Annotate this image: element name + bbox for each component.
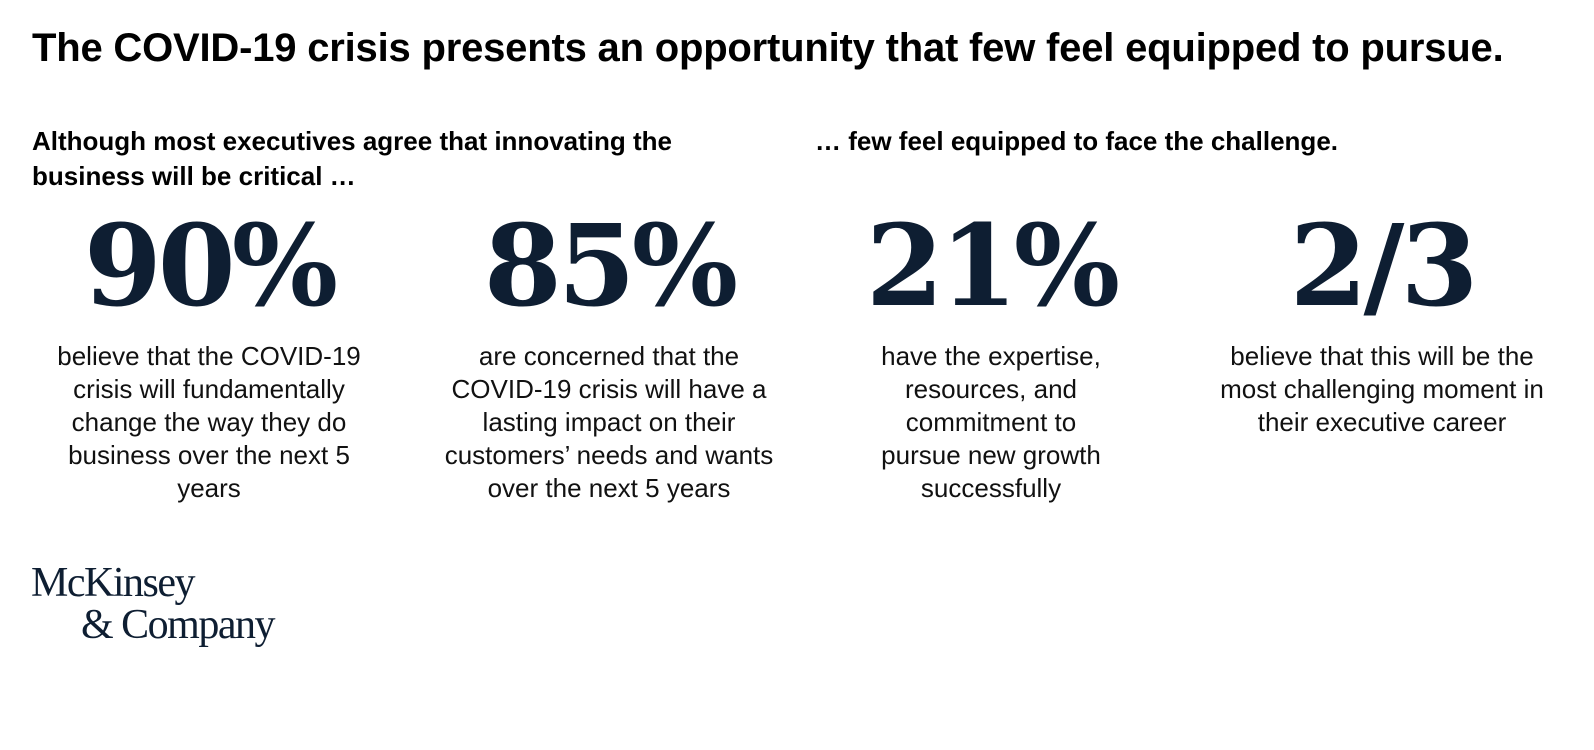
stat-description: believe that this will be the most chall… [1220,341,1544,437]
stat-block-4: 2/3 believe that this will be the most c… [1202,208,1562,439]
section-heading-right: … few feel equipped to face the challeng… [815,126,1338,156]
stat-block-1: 90% believe that the COVID-19 crisis wil… [29,208,389,505]
page-title: The COVID-19 crisis presents an opportun… [32,26,1504,70]
stat-block-3: 21% have the expertise, resources, and c… [811,208,1171,505]
logo-line-2: & Company [81,602,276,648]
stat-description: are concerned that the COVID-19 crisis w… [444,341,774,503]
stat-value: 2/3 [1289,201,1479,332]
stat-value: 90% [83,201,338,332]
logo-line-1: McKinsey [31,560,195,606]
stat-value: 21% [865,201,1120,332]
stat-block-2: 85% are concerned that the COVID-19 cris… [429,208,789,505]
stat-value: 85% [483,201,738,332]
stat-description: have the expertise, resources, and commi… [881,341,1101,503]
section-heading-left: Although most executives agree that inno… [32,126,672,191]
stat-description: believe that the COVID-19 crisis will fu… [57,341,361,503]
company-logo: McKinsey & Company [31,560,276,648]
